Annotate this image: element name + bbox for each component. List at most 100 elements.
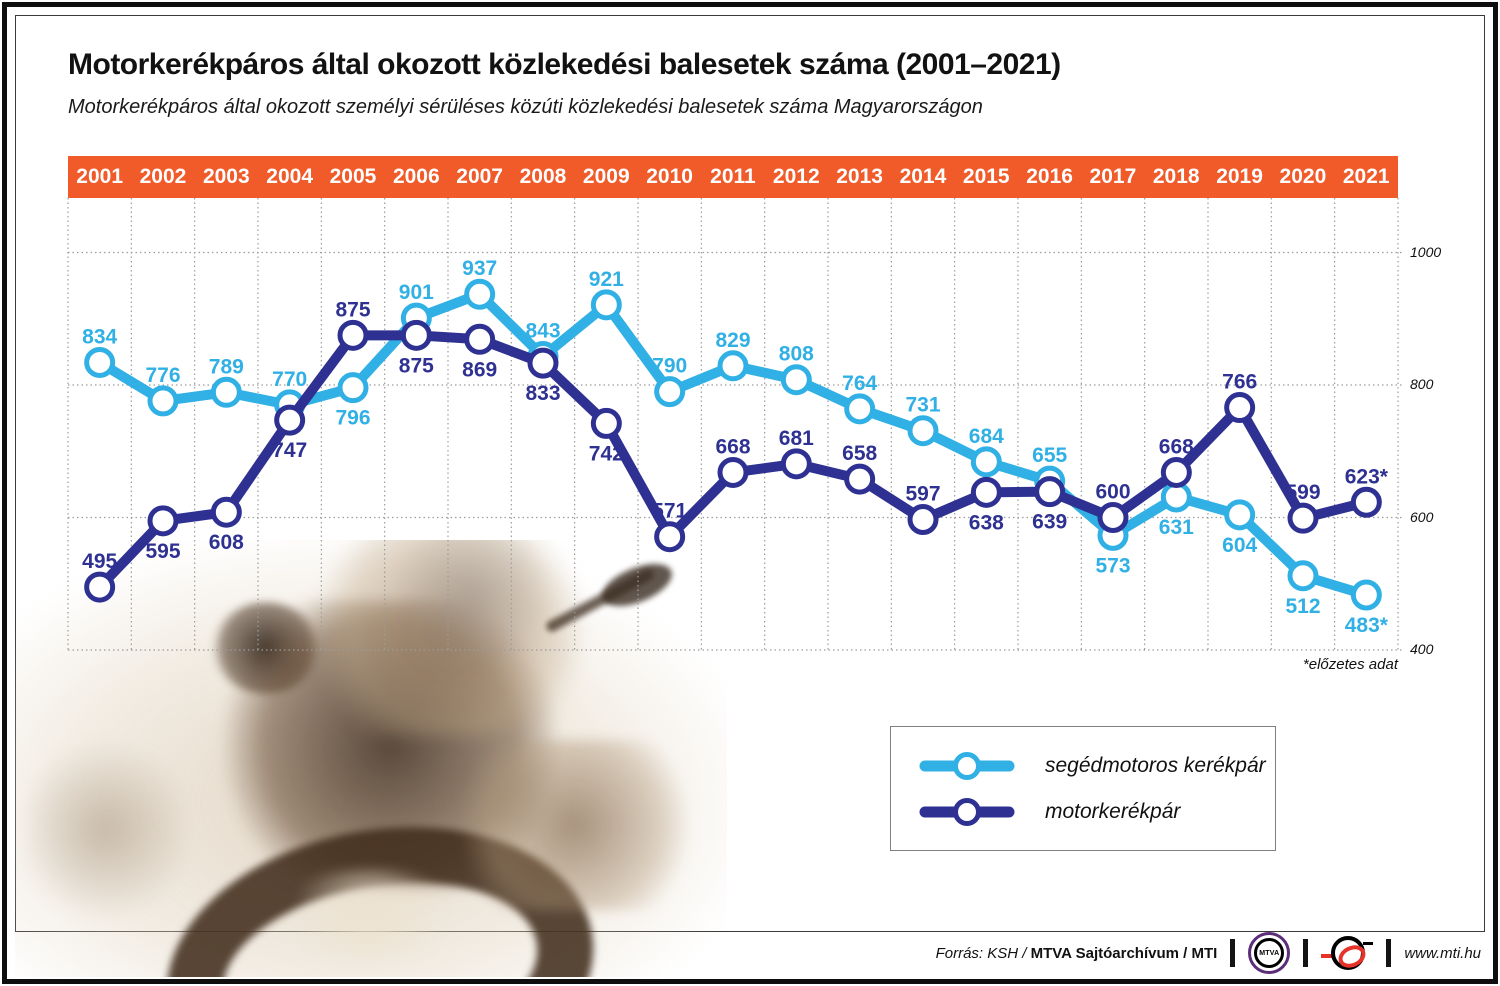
data-point-label: 843 [525,320,560,343]
year-label: 2014 [899,165,947,188]
data-point-label: 829 [715,329,750,352]
data-point-label: 658 [842,442,877,465]
footer-separator [1386,939,1392,967]
data-point-marker [844,393,876,425]
year-label: 2003 [202,165,250,188]
data-point-label: 573 [1095,554,1130,577]
data-point-label: 483* [1345,614,1389,637]
data-point-marker [84,571,116,603]
data-point-marker [1034,476,1066,508]
data-point-marker [780,364,812,396]
data-point-marker [1350,486,1382,518]
year-label: 2009 [582,165,630,188]
source-text: Forrás: KSH / MTVA Sajtóarchívum / MTI [936,945,1218,962]
year-label: 2018 [1152,165,1200,188]
year-label: 2013 [836,165,883,188]
y-tick-label: 400 [1410,641,1434,657]
data-point-label: 512 [1285,595,1320,618]
data-point-marker [717,456,749,488]
page-title: Motorkerékpáros által okozott közlekedés… [68,48,1061,81]
data-point-marker [210,376,242,408]
y-tick-label: 1000 [1410,243,1442,260]
legend-item-motorcycle: motorkerékpár [917,797,1275,827]
data-point-label: 495 [82,550,117,573]
year-label: 2001 [76,165,124,188]
data-point-label: 600 [1095,481,1130,504]
data-point-label: 869 [462,358,497,381]
data-point-marker [654,376,686,408]
data-point-marker [654,521,686,553]
data-point-label: 681 [779,427,814,450]
data-point-label: 597 [905,482,940,505]
data-point-label: 684 [969,425,1004,448]
data-point-label: 638 [969,511,1004,534]
data-point-marker [780,448,812,480]
mti-logo-icon [1321,933,1374,973]
data-point-marker [337,319,369,351]
crashed-motorcycle-photo [15,540,727,977]
source-main: MTVA Sajtóarchívum / MTI [1030,944,1218,962]
mtva-logo-icon: MTVA [1248,932,1291,974]
year-axis-band: 2001 2002 2003 2004 2005 2006 2007 2008 2009 2010… [68,156,1398,198]
data-point-label: 764 [842,372,877,395]
data-point-label: 834 [82,325,117,348]
year-label: 2019 [1216,165,1263,188]
year-label: 2007 [456,165,503,188]
mti-logo-ring [1331,936,1366,970]
data-point-marker [464,323,496,355]
photo-exhaust-pipes [445,740,705,910]
year-label: 2005 [329,165,377,188]
data-point-marker [337,372,369,404]
data-point-marker [1160,456,1192,488]
data-point-marker [590,289,622,321]
data-point-marker [527,347,559,379]
source-prefix: Forrás: KSH / [935,944,1027,962]
footer-separator [1230,939,1236,967]
data-point-label: 631 [1159,516,1194,539]
data-point-marker [907,503,939,535]
data-point-marker [907,415,939,447]
data-point-label: 789 [209,355,244,378]
year-label: 2006 [392,165,440,188]
data-point-label: 901 [399,281,434,304]
photo-windshield [375,540,565,665]
page-subtitle: Motorkerékpáros által okozott személyi s… [68,96,983,118]
data-point-label: 875 [335,298,370,321]
data-point-label: 595 [145,540,180,563]
data-point-label: 599 [1285,481,1320,504]
data-point-marker [210,496,242,528]
data-point-marker [844,463,876,495]
year-label: 2016 [1026,165,1073,188]
year-label: 2017 [1089,165,1137,188]
photo-debris-left [25,730,185,930]
year-label: 2015 [962,165,1010,188]
data-point-marker [1097,502,1129,533]
year-label: 2021 [1342,165,1390,188]
data-point-marker [84,346,116,378]
data-point-label: 790 [652,355,687,378]
photo-tire-highlight [270,870,470,960]
footer-separator [1303,939,1309,967]
data-point-marker [1350,579,1382,611]
year-label: 2010 [646,165,693,188]
data-point-marker [1224,392,1256,424]
year-label: 2020 [1279,165,1327,188]
data-point-marker [717,350,749,382]
y-tick-label: 600 [1410,508,1434,525]
data-point-label: 608 [209,531,244,554]
data-point-label: 731 [905,394,940,417]
data-point-label: 796 [335,407,370,430]
data-point-label: 571 [652,500,687,523]
data-point-marker [1224,499,1256,531]
data-point-marker [1287,560,1319,592]
data-point-label: 604 [1222,534,1257,557]
year-label: 2011 [710,165,756,188]
data-point-label: 875 [399,354,434,377]
data-point-marker [400,319,432,351]
data-point-label: 747 [272,439,307,462]
data-point-label: 639 [1032,511,1067,534]
footer: Forrás: KSH / MTVA Sajtóarchívum / MTI M… [936,932,1481,974]
data-point-marker [147,505,179,537]
